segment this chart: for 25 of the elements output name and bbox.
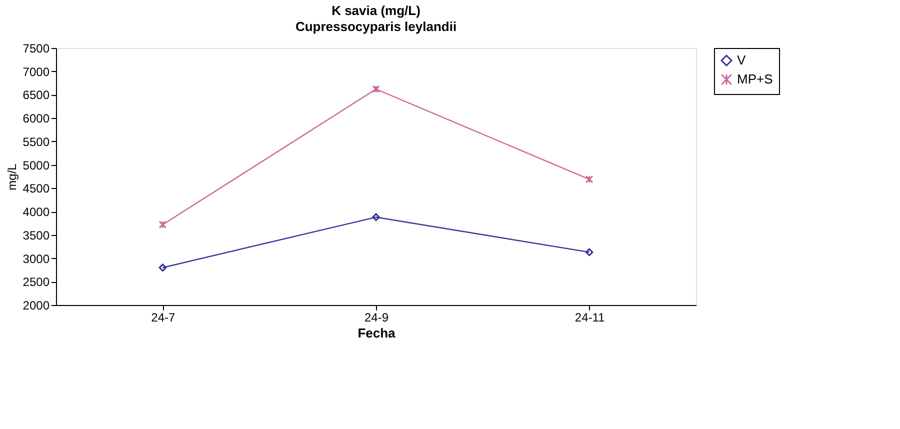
y-tick-label: 2500 [22,275,50,290]
point [158,264,167,272]
x-tick-label: 24-7 [151,310,176,324]
y-tick-label: 3000 [22,252,50,266]
point [585,248,594,256]
x-tick-label: 24-9 [364,310,389,324]
y-tick-label: 4000 [22,205,50,220]
y-axis-title: mg/L [4,163,19,190]
y-tick-label: 6000 [22,112,50,126]
y-tick-label: 7500 [22,42,50,56]
chart-subtitle: Cupressocyparis leylandii [295,19,457,34]
legend-label: V [737,52,746,68]
chart-title: K savia (mg/L) [332,3,420,18]
y-tick-label: 7000 [22,64,50,79]
y-tick-label: 6500 [22,88,50,102]
x-tick-label: 24-11 [574,310,606,324]
y-tick-label: 3500 [22,228,50,242]
y-tick-label: 5500 [22,134,50,149]
y-tick-label: 2000 [22,298,50,312]
y-tick-label: 4500 [22,182,50,196]
point [372,85,380,94]
x-axis-title: Fecha [358,326,396,340]
y-tick-label: 5000 [22,158,50,172]
legend-label: MP+S [737,72,774,86]
point [372,213,380,222]
